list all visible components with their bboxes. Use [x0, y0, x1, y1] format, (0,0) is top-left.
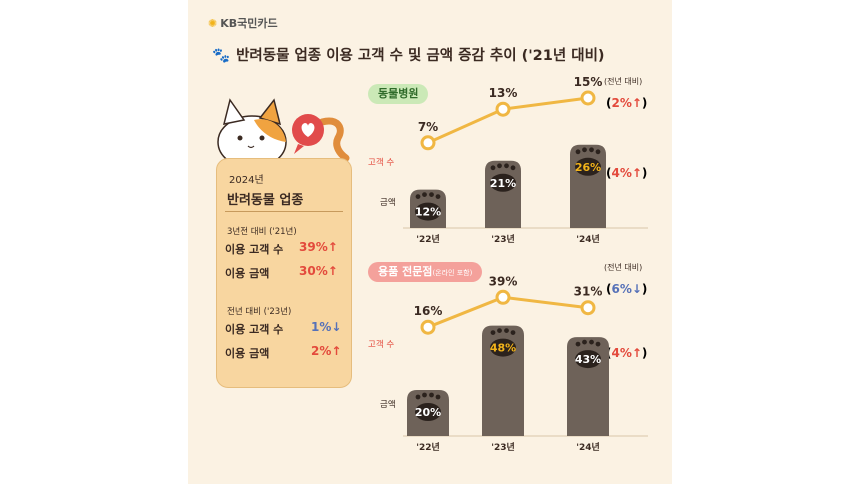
amount-bar-label: 12% [415, 206, 441, 219]
yoy-header-hospital: (전년 대비) [604, 77, 643, 86]
yoy-hospital-amount: (4%↑) [606, 166, 648, 180]
paw-toe [415, 394, 421, 400]
customers-point [580, 300, 596, 316]
paw-toe [429, 392, 434, 398]
customers-point-label: 39% [489, 274, 518, 288]
summary-heading: 반려동물 업종 [227, 193, 304, 208]
title-text: 반려동물 업종 이용 고객 수 및 금액 증감 추이 ('21년 대비) [236, 48, 605, 64]
category-label: '23년 [491, 233, 515, 245]
up-arrow-icon: ↑ [631, 166, 642, 180]
paw-toe [490, 165, 496, 171]
category-label: '22년 [416, 233, 440, 245]
customers-point-label: 16% [414, 304, 443, 318]
category-label: '24년 [576, 233, 600, 245]
paw-pad [575, 350, 601, 369]
customers-point-label: 13% [489, 86, 518, 100]
kb-star-icon: ✺ [208, 17, 218, 30]
amount-bar-label: 20% [415, 406, 441, 419]
paw-toe [422, 392, 427, 398]
paw-toe [504, 328, 509, 333]
category-label: '22년 [416, 441, 440, 453]
paw-icon: 🐾 [212, 48, 231, 64]
kb-logo: ✺ KB국민카드 [208, 15, 278, 31]
paw-toe [497, 163, 502, 169]
row-label-customers-supplies: 고객 수 [368, 340, 395, 350]
vs-2023-customers-label: 이용 고객 수 [225, 323, 284, 336]
customers-point-label: 7% [418, 120, 438, 134]
vs-2021-amount-label: 이용 금액 [225, 267, 270, 280]
vs-2021-customers-label: 이용 고객 수 [225, 243, 284, 256]
vs-2023-amount-label: 이용 금액 [225, 347, 270, 360]
paw-toe [490, 330, 496, 335]
vs-2021-customers-value: 39%↑ [299, 240, 338, 254]
paw-toe [510, 165, 516, 171]
row-label-customers-hospital: 고객 수 [368, 158, 395, 168]
yoy-hospital-customers: (2%↑) [606, 96, 648, 110]
yoy-supplies-customers: (6%↓) [606, 282, 648, 296]
section-pill-supplies: 용품 전문점(온라인 포함) [368, 262, 483, 282]
customers-point [420, 319, 436, 335]
paw-toe [510, 330, 516, 335]
customers-point [580, 90, 596, 106]
divider [225, 211, 343, 212]
paw-toe [497, 328, 502, 333]
logo-text: KB국민카드 [220, 17, 278, 30]
yoy-header-supplies: (전년 대비) [604, 263, 643, 272]
vs-2021-amount-value: 30%↑ [299, 264, 338, 278]
paw-toe [504, 163, 509, 169]
chart-animal-hospital: 12% 21% 26% 7% 13% 15% '22년 '23년 '24년 20% 48% 43% 16… [403, 75, 648, 453]
paw-toe [422, 192, 427, 198]
row-label-amount-hospital: 금액 [380, 198, 396, 208]
paw-toe [429, 192, 434, 198]
paw-toe [595, 341, 601, 347]
paw-pad [575, 157, 601, 176]
paw-toe [589, 339, 594, 345]
vs-2023-customers-value: 1%↓ [311, 320, 342, 334]
up-arrow-icon: ↑ [327, 264, 338, 278]
customers-point [495, 289, 511, 305]
customers-point-label: 15% [574, 75, 603, 89]
paw-toe [582, 339, 587, 345]
paw-toe [595, 149, 601, 155]
amount-bar-label: 26% [575, 161, 601, 174]
paw-toe [589, 147, 594, 153]
up-arrow-icon: ↑ [327, 240, 338, 254]
vs-2021-label: 3년전 대비 ('21년) [227, 227, 297, 237]
down-arrow-icon: ↓ [631, 282, 642, 296]
infographic: ✺ KB국민카드 🐾 반려동물 업종 이용 고객 수 및 금액 증감 추이 ('21… [188, 0, 672, 484]
amount-bar [570, 144, 606, 228]
summary-year: 2024년 [229, 175, 264, 186]
category-label: '23년 [491, 441, 515, 453]
amount-bar [485, 160, 521, 228]
up-arrow-icon: ↑ [631, 346, 642, 360]
paw-toe [415, 194, 421, 200]
category-label: '24년 [576, 441, 600, 453]
row-label-amount-supplies: 금액 [380, 400, 396, 410]
paw-pad [490, 173, 516, 192]
page-title: 🐾 반려동물 업종 이용 고객 수 및 금액 증감 추이 ('21년 대비) [212, 44, 605, 65]
amount-bar-label: 21% [490, 177, 516, 190]
customers-point [495, 101, 511, 117]
cat-illustration [217, 98, 350, 169]
summary-panel: 2024년 반려동물 업종 3년전 대비 ('21년) 이용 고객 수 39%↑… [216, 158, 352, 388]
paw-pad [490, 338, 516, 357]
amount-bar-label: 48% [490, 342, 516, 355]
vs-2023-label: 전년 대비 ('23년) [227, 307, 292, 317]
paw-toe [575, 341, 581, 347]
customers-point [420, 135, 436, 151]
up-arrow-icon: ↑ [631, 96, 642, 110]
paw-toe [582, 147, 587, 153]
paw-toe [575, 149, 581, 155]
paw-pad [415, 403, 441, 421]
paw-pad [415, 202, 441, 221]
vs-2023-amount-value: 2%↑ [311, 344, 342, 358]
section-pill-hospital: 동물병원 [368, 84, 429, 104]
amount-bar-label: 43% [575, 353, 601, 366]
up-arrow-icon: ↑ [331, 344, 342, 358]
paw-toe [435, 194, 441, 200]
paw-toe [435, 394, 441, 400]
customers-point-label: 31% [574, 285, 603, 299]
amount-bar [482, 325, 524, 436]
down-arrow-icon: ↓ [331, 320, 342, 334]
